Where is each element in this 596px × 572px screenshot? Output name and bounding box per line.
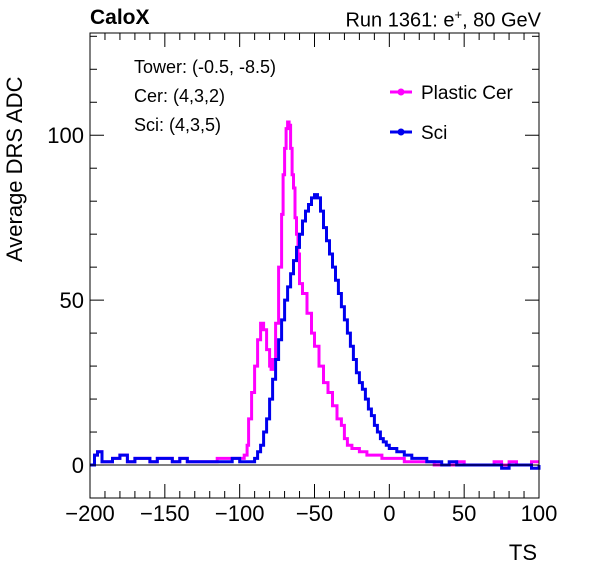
x-tick-label: 0 bbox=[383, 501, 395, 526]
y-axis-label: Average DRS ADC bbox=[2, 76, 27, 262]
x-tick-label: −200 bbox=[65, 501, 115, 526]
x-tick-label: 50 bbox=[452, 501, 476, 526]
info-line-0: Tower: (-0.5, -8.5) bbox=[134, 57, 276, 77]
series-line-0 bbox=[90, 120, 539, 467]
run-info-charge: + bbox=[454, 7, 463, 22]
run-info: Run 1361: e+, 80 GeV bbox=[345, 7, 541, 33]
y-tick-label: 0 bbox=[72, 453, 84, 478]
plot-frame bbox=[89, 32, 540, 499]
legend-label-0: Plastic Cer bbox=[421, 83, 514, 104]
legend-label-1: Sci bbox=[421, 123, 447, 144]
y-tick-label: 100 bbox=[47, 123, 84, 148]
run-info-suffix: , 80 GeV bbox=[462, 9, 541, 32]
info-line-1: Cer: (4,3,2) bbox=[134, 86, 225, 106]
x-tick-label: 100 bbox=[521, 501, 558, 526]
x-axis-label: TS bbox=[509, 540, 537, 565]
info-line-2: Sci: (4,3,5) bbox=[134, 115, 221, 135]
experiment-label: CaloX bbox=[90, 6, 150, 29]
x-tick-label: −150 bbox=[140, 501, 190, 526]
x-tick-label: −100 bbox=[215, 501, 265, 526]
legend: Plastic Cer Sci bbox=[390, 83, 514, 144]
y-tick-label: 50 bbox=[60, 288, 84, 313]
x-tick-label: −50 bbox=[296, 501, 333, 526]
legend-marker-1 bbox=[397, 128, 405, 136]
run-info-prefix: Run 1361: e bbox=[345, 9, 455, 32]
series-line-1 bbox=[90, 193, 541, 470]
legend-marker-0 bbox=[397, 88, 405, 96]
axis-ticks: −200 −150 −100 −50 0 50 100 0 50 100 bbox=[47, 33, 557, 526]
info-text-block: Tower: (-0.5, -8.5) Cer: (4,3,2) Sci: (4,3… bbox=[134, 57, 276, 135]
curves bbox=[90, 120, 541, 470]
